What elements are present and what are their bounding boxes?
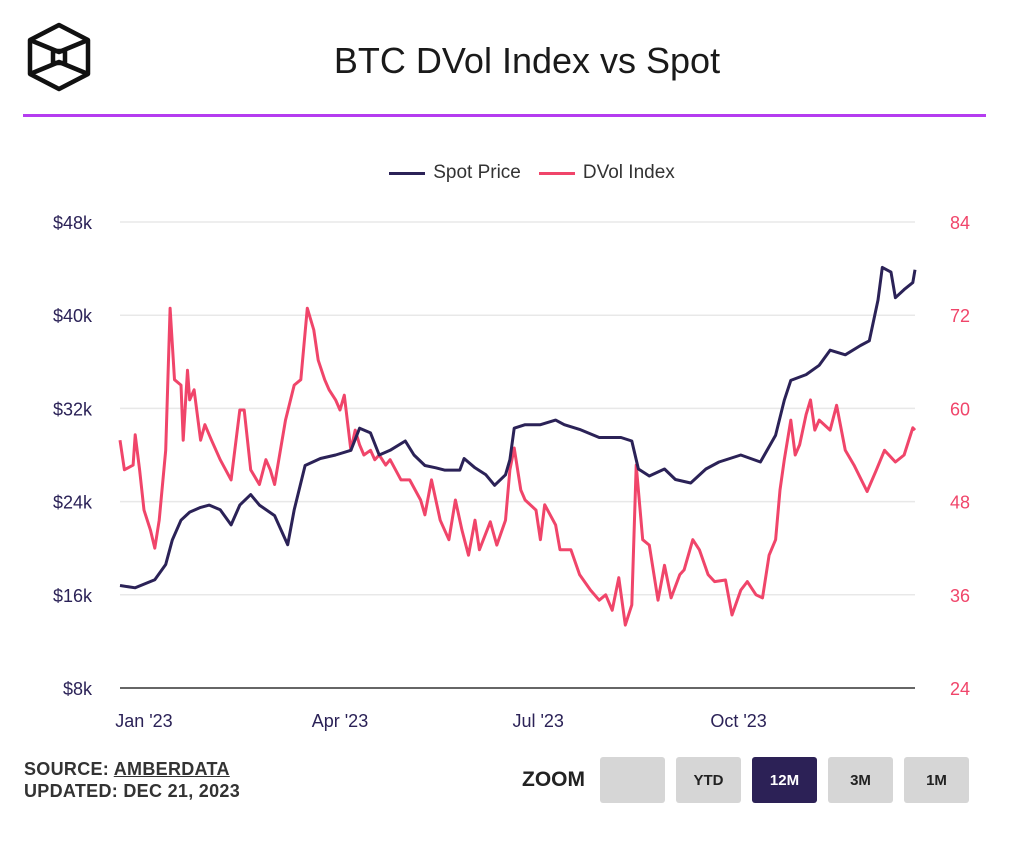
y-right-tick-label: 48 — [950, 493, 970, 513]
legend-item-spot[interactable]: Spot Price — [389, 162, 521, 184]
y-left-tick-label: $40k — [53, 306, 93, 326]
x-tick-label: Jul '23 — [512, 711, 563, 731]
legend-label-dvol: DVol Index — [582, 162, 675, 183]
legend-swatch-spot — [389, 171, 426, 175]
legend-label-spot: Spot Price — [433, 162, 521, 183]
y-right-tick-label: 84 — [950, 213, 970, 233]
y-right-tick-label: 24 — [950, 679, 970, 699]
x-tick-label: Oct '23 — [710, 711, 766, 731]
chart-title: BTC DVol Index vs Spot — [333, 40, 721, 81]
title-divider — [23, 114, 986, 117]
updated-text: UPDATED: DEC 21, 2023 — [24, 781, 241, 801]
zoom-button-1m[interactable]: 1M — [904, 757, 969, 803]
y-right-tick-label: 72 — [950, 306, 970, 326]
y-left-tick-label: $32k — [53, 399, 93, 419]
zoom-button-12m[interactable]: 12M — [752, 757, 817, 803]
zoom-button-blank[interactable] — [600, 757, 665, 803]
footer-info: SOURCE: AMBERDATA UPDATED: DEC 21, 2023 — [24, 758, 240, 802]
y-left-tick-label: $24k — [53, 493, 93, 513]
y-left-tick-label: $16k — [53, 586, 93, 606]
spot-price-line — [119, 265, 917, 590]
hexagon-cube-logo — [27, 22, 91, 92]
dvol-index-line — [118, 306, 917, 627]
zoom-button-3m[interactable]: 3M — [828, 757, 893, 803]
zoom-controls: ZOOM YTD 12M 3M 1M — [522, 757, 969, 803]
source-link[interactable]: AMBERDATA — [113, 759, 230, 779]
legend-item-dvol[interactable]: DVol Index — [538, 162, 675, 184]
y-right-tick-label: 36 — [950, 586, 970, 606]
legend-swatch-dvol — [538, 171, 575, 175]
x-tick-label: Jan '23 — [115, 711, 172, 731]
x-tick-label: Apr '23 — [312, 711, 368, 731]
legend: Spot Price DVol Index — [0, 162, 1024, 184]
zoom-label: ZOOM — [522, 768, 585, 791]
y-left-tick-label: $48k — [53, 213, 93, 233]
source-prefix: SOURCE: — [24, 759, 114, 779]
y-left-tick-label: $8k — [63, 679, 93, 699]
zoom-button-ytd[interactable]: YTD — [676, 757, 741, 803]
y-right-tick-label: 60 — [950, 399, 970, 419]
